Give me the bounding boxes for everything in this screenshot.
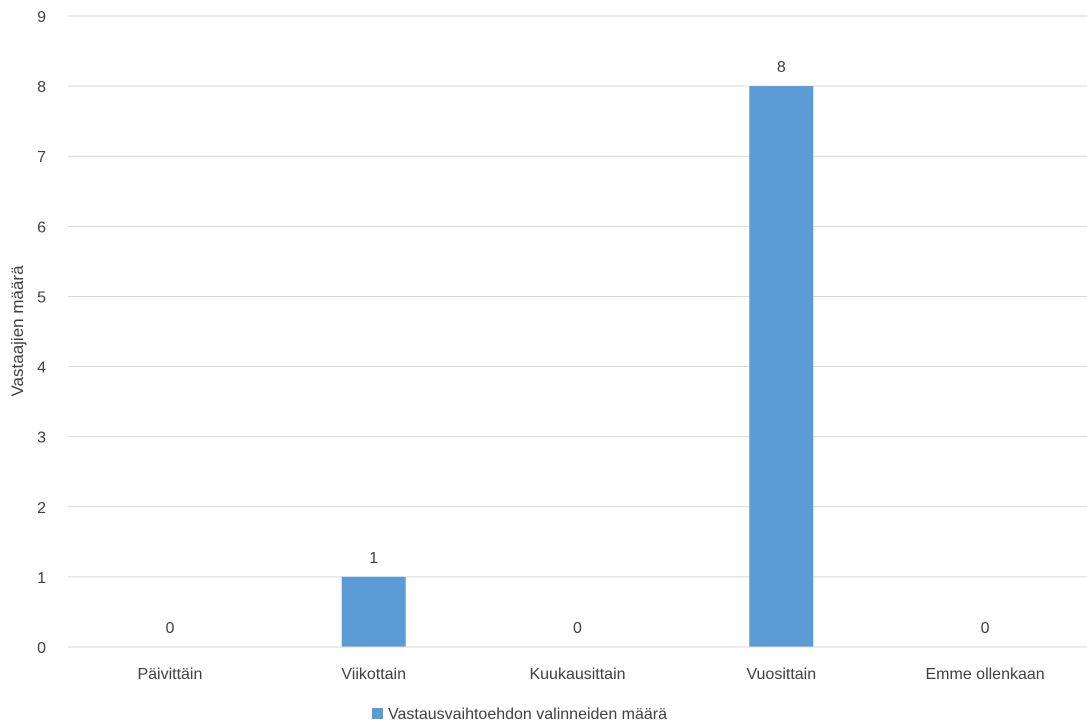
legend: Vastausvaihtoehdon valinneiden määrä <box>372 706 667 723</box>
gridlines <box>68 15 1087 578</box>
bar <box>341 576 406 647</box>
y-tick-label: 0 <box>37 640 46 657</box>
y-tick-label: 3 <box>37 430 46 447</box>
x-tick-label: Emme ollenkaan <box>926 666 1045 683</box>
bars <box>341 86 814 648</box>
bar <box>749 86 814 648</box>
data-labels: 0 1 0 8 0 <box>165 59 989 637</box>
y-tick-label: 8 <box>37 79 46 96</box>
y-tick-label: 6 <box>37 219 46 236</box>
data-label: 0 <box>981 620 990 637</box>
y-tick-label: 7 <box>37 149 46 166</box>
x-tick-label: Kuukausittain <box>529 666 625 683</box>
y-axis-title: Vastaajien määrä <box>8 265 27 397</box>
data-label: 1 <box>369 550 378 567</box>
y-tick-label: 5 <box>37 289 46 306</box>
x-tick-label: Viikottain <box>341 666 406 683</box>
y-tick-label: 4 <box>37 360 46 377</box>
data-label: 0 <box>165 620 174 637</box>
y-tick-label: 9 <box>37 9 46 26</box>
x-tick-label: Päivittäin <box>137 666 202 683</box>
legend-swatch <box>372 708 383 719</box>
x-axis-ticks: Päivittäin Viikottain Kuukausittain Vuositt… <box>137 666 1044 683</box>
legend-label: Vastausvaihtoehdon valinneiden määrä <box>388 706 667 723</box>
y-tick-label: 2 <box>37 500 46 517</box>
y-axis-ticks: 0 1 2 3 4 5 6 7 8 9 <box>37 9 46 657</box>
data-label: 8 <box>777 59 786 76</box>
y-tick-label: 1 <box>37 570 46 587</box>
x-tick-label: Vuosittain <box>746 666 816 683</box>
data-label: 0 <box>573 620 582 637</box>
